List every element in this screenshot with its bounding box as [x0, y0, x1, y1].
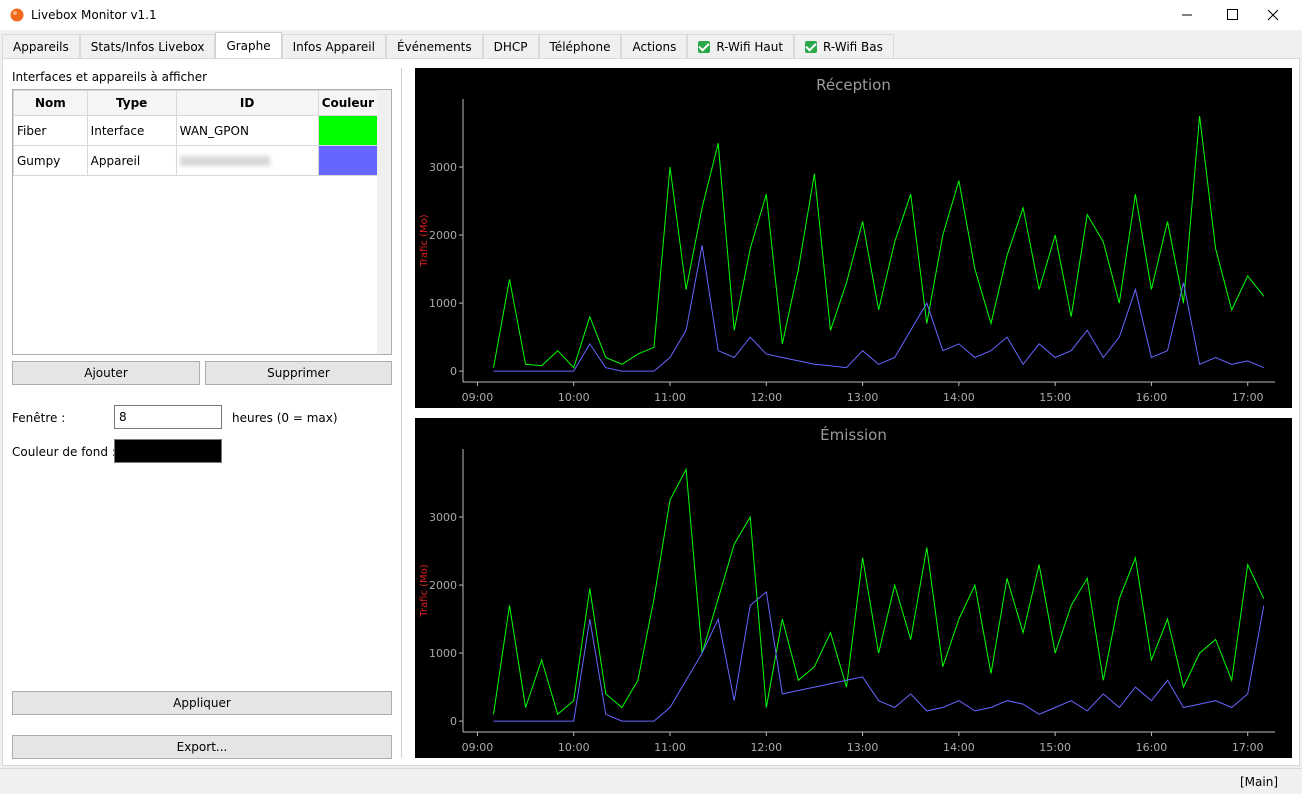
apply-button[interactable]: Appliquer [12, 691, 392, 715]
tab[interactable]: Événements [385, 34, 483, 58]
x-tick-label: 09:00 [462, 741, 494, 754]
window-title: Livebox Monitor v1.1 [31, 8, 157, 22]
table-header: Nom Type ID Couleur [13, 90, 379, 116]
tab-label: Événements [396, 39, 472, 54]
name-cell: Gumpy [13, 145, 88, 176]
id-cell: WAN_GPON [175, 115, 319, 146]
table-row: Gumpy Appareil [13, 145, 379, 176]
column-header: Couleur [317, 90, 379, 116]
type-cell: Interface [86, 115, 177, 146]
y-tick-label: 2000 [429, 579, 457, 592]
app-icon [10, 8, 24, 22]
background-label: Couleur de fond : [12, 445, 116, 459]
series-line [493, 590, 1265, 722]
table-row: Fiber Interface WAN_GPON [13, 115, 379, 146]
y-axis-label: Trafic (Mo) [419, 214, 430, 268]
y-tick-label: 0 [450, 715, 457, 728]
type-cell: Appareil [86, 145, 177, 176]
reception-chart: Réception Trafic (Mo) 0 1000 2000 3000 09:00 10… [415, 68, 1292, 408]
column-header: Type [86, 90, 177, 116]
x-tick-label: 17:00 [1232, 391, 1264, 404]
tab-label: DHCP [493, 39, 528, 54]
tab-label: Actions [632, 39, 677, 54]
scrollbar[interactable] [377, 90, 391, 354]
y-tick-label: 2000 [429, 229, 457, 242]
y-tick-label: 0 [450, 365, 457, 378]
add-button[interactable]: Ajouter [12, 361, 200, 385]
color-cell [317, 145, 379, 176]
x-tick-label: 11:00 [654, 741, 686, 754]
tab-label: R-Wifi Bas [823, 39, 883, 54]
tab-checkbox [698, 40, 711, 53]
x-tick-label: 10:00 [558, 741, 590, 754]
plot-background [415, 68, 1292, 408]
color-cell [317, 115, 379, 146]
x-tick-label: 16:00 [1136, 741, 1168, 754]
window-input[interactable]: 8 [114, 405, 222, 429]
x-tick-label: 16:00 [1136, 391, 1168, 404]
tab[interactable]: DHCP [482, 34, 539, 58]
tab-label: Graphe [226, 39, 271, 53]
tab[interactable]: Graphe [215, 32, 282, 59]
chart-title: Réception [816, 76, 891, 94]
window-controls[interactable] [1160, 0, 1302, 30]
y-tick-label: 1000 [429, 647, 457, 660]
y-tick-label: 3000 [429, 161, 457, 174]
remove-button[interactable]: Supprimer [205, 361, 392, 385]
column-header: ID [175, 90, 319, 116]
x-tick-label: 15:00 [1039, 741, 1071, 754]
tab[interactable]: Stats/Infos Livebox [79, 34, 216, 58]
blurred-id [179, 155, 270, 166]
x-tick-label: 14:00 [943, 741, 975, 754]
x-tick-label: 12:00 [750, 741, 782, 754]
tab[interactable]: R-Wifi Bas [794, 34, 894, 58]
y-axis-label: Trafic (Mo) [419, 564, 430, 618]
x-tick-label: 09:00 [462, 391, 494, 404]
chart-title: Émission [820, 425, 887, 444]
tab[interactable]: R-Wifi Haut [687, 34, 795, 58]
x-tick-label: 15:00 [1039, 391, 1071, 404]
status-text: [Main] [1239, 775, 1278, 789]
tab-label: Infos Appareil [292, 39, 375, 54]
device-table-frame: Nom Type ID Couleur Fiber Interface WAN_GPON Gu… [12, 89, 392, 355]
series-line [493, 115, 1265, 369]
x-tick-label: 14:00 [943, 391, 975, 404]
export-button[interactable]: Export... [12, 735, 392, 759]
title-bar: Livebox Monitor v1.1 [0, 0, 1302, 30]
tab-label: Téléphone [549, 39, 611, 54]
x-tick-label: 13:00 [847, 391, 879, 404]
column-header: Nom [13, 90, 88, 116]
id-cell [175, 145, 319, 176]
x-tick-label: 11:00 [654, 391, 686, 404]
plot-background [415, 418, 1292, 758]
status-bar: [Main] [0, 768, 1302, 794]
window-label: Fenêtre : [12, 411, 66, 425]
series-line [493, 245, 1264, 372]
tab[interactable]: Actions [621, 34, 688, 58]
tab[interactable]: Infos Appareil [281, 34, 386, 58]
background-swatch[interactable] [114, 439, 222, 463]
x-tick-label: 12:00 [750, 391, 782, 404]
tab[interactable]: Appareils [2, 34, 80, 58]
device-table: Nom Type ID Couleur Fiber Interface WAN_GPON Gu… [13, 90, 379, 176]
x-tick-label: 17:00 [1232, 741, 1264, 754]
name-cell: Fiber [13, 115, 88, 146]
y-tick-label: 1000 [429, 297, 457, 310]
x-tick-label: 10:00 [558, 391, 590, 404]
emission-chart: Émission Trafic (Mo) 0 1000 2000 3000 09:00 10:… [415, 418, 1292, 758]
y-tick-label: 3000 [429, 511, 457, 524]
tab-label: Stats/Infos Livebox [90, 39, 205, 54]
tab-bar: Appareils Stats/Infos Livebox Graphe Infos … [2, 32, 894, 59]
tab[interactable]: Téléphone [538, 34, 622, 58]
panel-heading: Interfaces et appareils à afficher [12, 70, 208, 84]
tab-checkbox [805, 40, 818, 53]
x-tick-label: 13:00 [847, 741, 879, 754]
series-line [493, 467, 1265, 716]
tab-label: R-Wifi Haut [716, 39, 784, 54]
splitter[interactable] [401, 68, 402, 758]
tab-label: Appareils [13, 39, 69, 54]
window-unit: heures (0 = max) [232, 411, 338, 425]
